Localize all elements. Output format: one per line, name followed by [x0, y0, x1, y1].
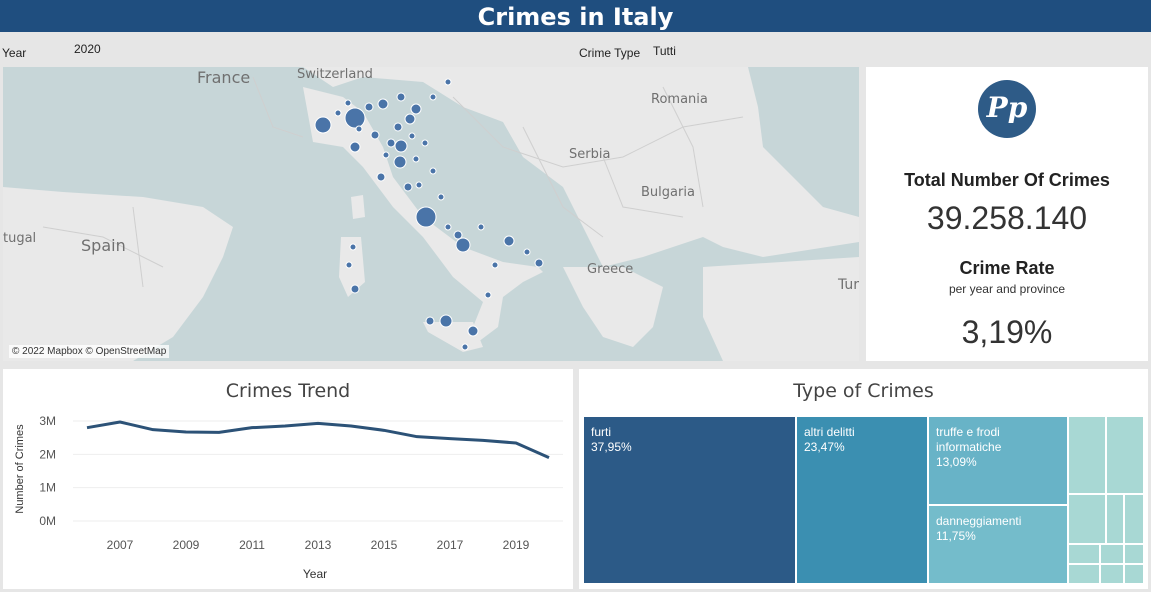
map-label-greece: Greece	[587, 262, 634, 277]
treemap-small-tile[interactable]	[1100, 544, 1124, 564]
treemap-tile-pct: 13,09%	[936, 455, 977, 469]
crime-rate-title: Crime Rate	[959, 258, 1055, 278]
treemap-tile-pct: 23,47%	[804, 440, 845, 454]
crimes-trend-title: Crimes Trend	[225, 380, 351, 402]
treemap-small-tile[interactable]	[1068, 416, 1106, 494]
map-label-spain: Spain	[81, 236, 126, 255]
x-tick-label: 2015	[371, 538, 398, 552]
crime-type-filter-value[interactable]: Tutti	[653, 44, 676, 58]
y-tick-label: 3M	[39, 414, 56, 428]
filter-bar: Year 2020 Crime Type Tutti	[0, 32, 1151, 66]
treemap-tile-name: truffe e frodi informatiche	[936, 425, 1002, 454]
treemap-small-tile[interactable]	[1068, 564, 1100, 584]
treemap-small-tile[interactable]	[1106, 416, 1144, 494]
treemap-small-tile[interactable]	[1106, 494, 1124, 544]
treemap-small-tile[interactable]	[1124, 564, 1144, 584]
crimes-trend-line	[86, 420, 550, 460]
dashboard-header: Crimes in Italy	[0, 0, 1151, 32]
kpi-panel: Pp Total Number Of Crimes 39.258.140 Cri…	[866, 67, 1148, 361]
treemap-tile-name: furti	[591, 425, 612, 439]
x-tick-label: 2011	[239, 538, 265, 552]
treemap-tile-altri-delitti[interactable]: altri delitti 23,47%	[796, 416, 928, 584]
treemap-small-tile[interactable]	[1100, 564, 1124, 584]
treemap-tile-truffe[interactable]: truffe e frodi informatiche 13,09%	[928, 416, 1068, 505]
map-label-bulgaria: Bulgaria	[641, 185, 695, 200]
x-tick-label: 2007	[107, 538, 134, 552]
map-label-turkey: Tur	[838, 277, 859, 293]
crimes-trend-chart[interactable]: 0M 1M 2M 3M 2007 2009 2011 2013 2015 2017 2019 Year…	[3, 369, 573, 589]
crime-map[interactable]: France Switzerland Romania Serbia Bulgar…	[3, 67, 859, 361]
logo-badge: Pp	[978, 80, 1036, 138]
map-label-romania: Romania	[651, 92, 708, 107]
treemap-small-tile[interactable]	[1068, 494, 1106, 544]
treemap-tile-name: danneggiamenti	[936, 514, 1022, 528]
y-axis-label: Number of Crimes	[14, 424, 26, 514]
total-crimes-title: Total Number Of Crimes	[904, 170, 1110, 190]
map-label-switzerland: Switzerland	[297, 67, 373, 82]
y-tick-label: 1M	[39, 481, 56, 495]
x-tick-label: 2019	[503, 538, 530, 552]
x-tick-label: 2013	[305, 538, 332, 552]
crime-rate-value: 3,19%	[961, 314, 1053, 350]
treemap-tile-name: altri delitti	[804, 425, 855, 439]
map-label-serbia: Serbia	[569, 147, 611, 162]
treemap-small-tile[interactable]	[1068, 544, 1100, 564]
map-basemap	[3, 67, 859, 361]
x-tick-label: 2017	[437, 538, 464, 552]
treemap-small-tile[interactable]	[1124, 494, 1144, 544]
x-axis-label: Year	[303, 567, 327, 581]
type-of-crimes-panel: Type of Crimes furti 37,95% altri delitt…	[579, 369, 1148, 589]
year-filter-label: Year	[2, 46, 27, 60]
treemap-small-tile[interactable]	[1124, 544, 1144, 564]
crimes-trend-panel: Crimes Trend 0M 1M 2M 3M 2007 2009 2011 2013 201…	[3, 369, 573, 589]
map-label-portugal: tugal	[3, 231, 37, 246]
map-attribution[interactable]: © 2022 Mapbox © OpenStreetMap	[9, 345, 170, 358]
map-label-france: France	[197, 68, 251, 87]
y-tick-label: 0M	[39, 514, 56, 528]
y-tick-label: 2M	[39, 447, 56, 461]
total-crimes-value: 39.258.140	[926, 200, 1088, 236]
treemap-tile-furti[interactable]: furti 37,95%	[583, 416, 796, 584]
dashboard-title: Crimes in Italy	[477, 3, 674, 31]
treemap-tile-pct: 37,95%	[591, 440, 632, 454]
treemap-tile-danneggiamenti[interactable]: danneggiamenti 11,75%	[928, 505, 1068, 584]
type-of-crimes-title: Type of Crimes	[793, 380, 934, 402]
x-tick-label: 2009	[173, 538, 200, 552]
crime-rate-subtitle: per year and province	[948, 282, 1066, 296]
year-filter-value[interactable]: 2020	[74, 42, 101, 56]
treemap-tile-pct: 11,75%	[936, 529, 976, 543]
crime-type-filter-label: Crime Type	[579, 46, 641, 60]
